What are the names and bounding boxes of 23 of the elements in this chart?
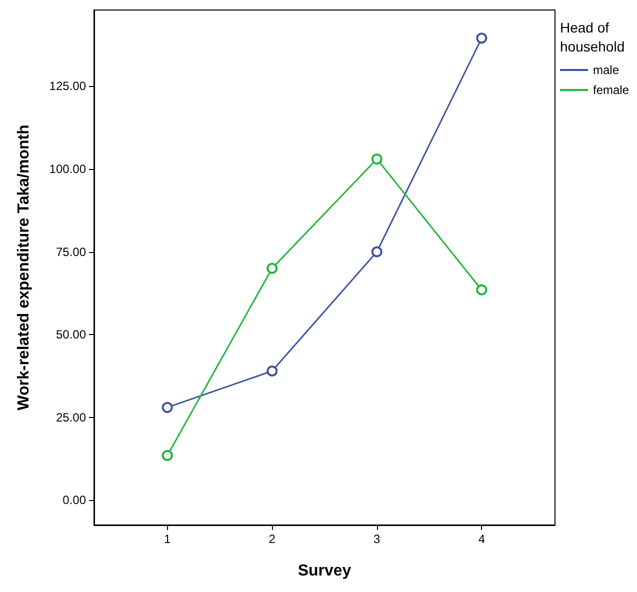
x-tick-label: 3 xyxy=(374,532,381,546)
legend-label: male xyxy=(593,63,620,77)
y-tick-label: 100.00 xyxy=(49,162,86,176)
y-tick-label: 25.00 xyxy=(56,410,86,424)
y-tick-label: 125.00 xyxy=(49,79,86,94)
point xyxy=(266,366,278,376)
y-tick-label: 75.00 xyxy=(56,244,86,259)
point xyxy=(266,262,278,274)
y-tick-label: 50.00 xyxy=(56,328,86,342)
point xyxy=(476,32,488,44)
y-tick-label: 0.00 xyxy=(62,493,86,508)
point xyxy=(162,402,173,413)
point xyxy=(162,450,173,461)
point xyxy=(371,246,382,258)
legend-title: Head of household xyxy=(560,20,625,54)
x-axis-title: Survey xyxy=(298,562,352,580)
x-tick-label: 4 xyxy=(478,532,486,546)
x-tick-label: 1 xyxy=(164,532,171,546)
y-axis-title: Work-related expenditure Taka/month xyxy=(16,124,32,410)
x-tick-label: 2 xyxy=(268,532,276,546)
legend-label: female xyxy=(593,83,630,97)
point xyxy=(476,284,488,296)
point xyxy=(371,154,382,165)
